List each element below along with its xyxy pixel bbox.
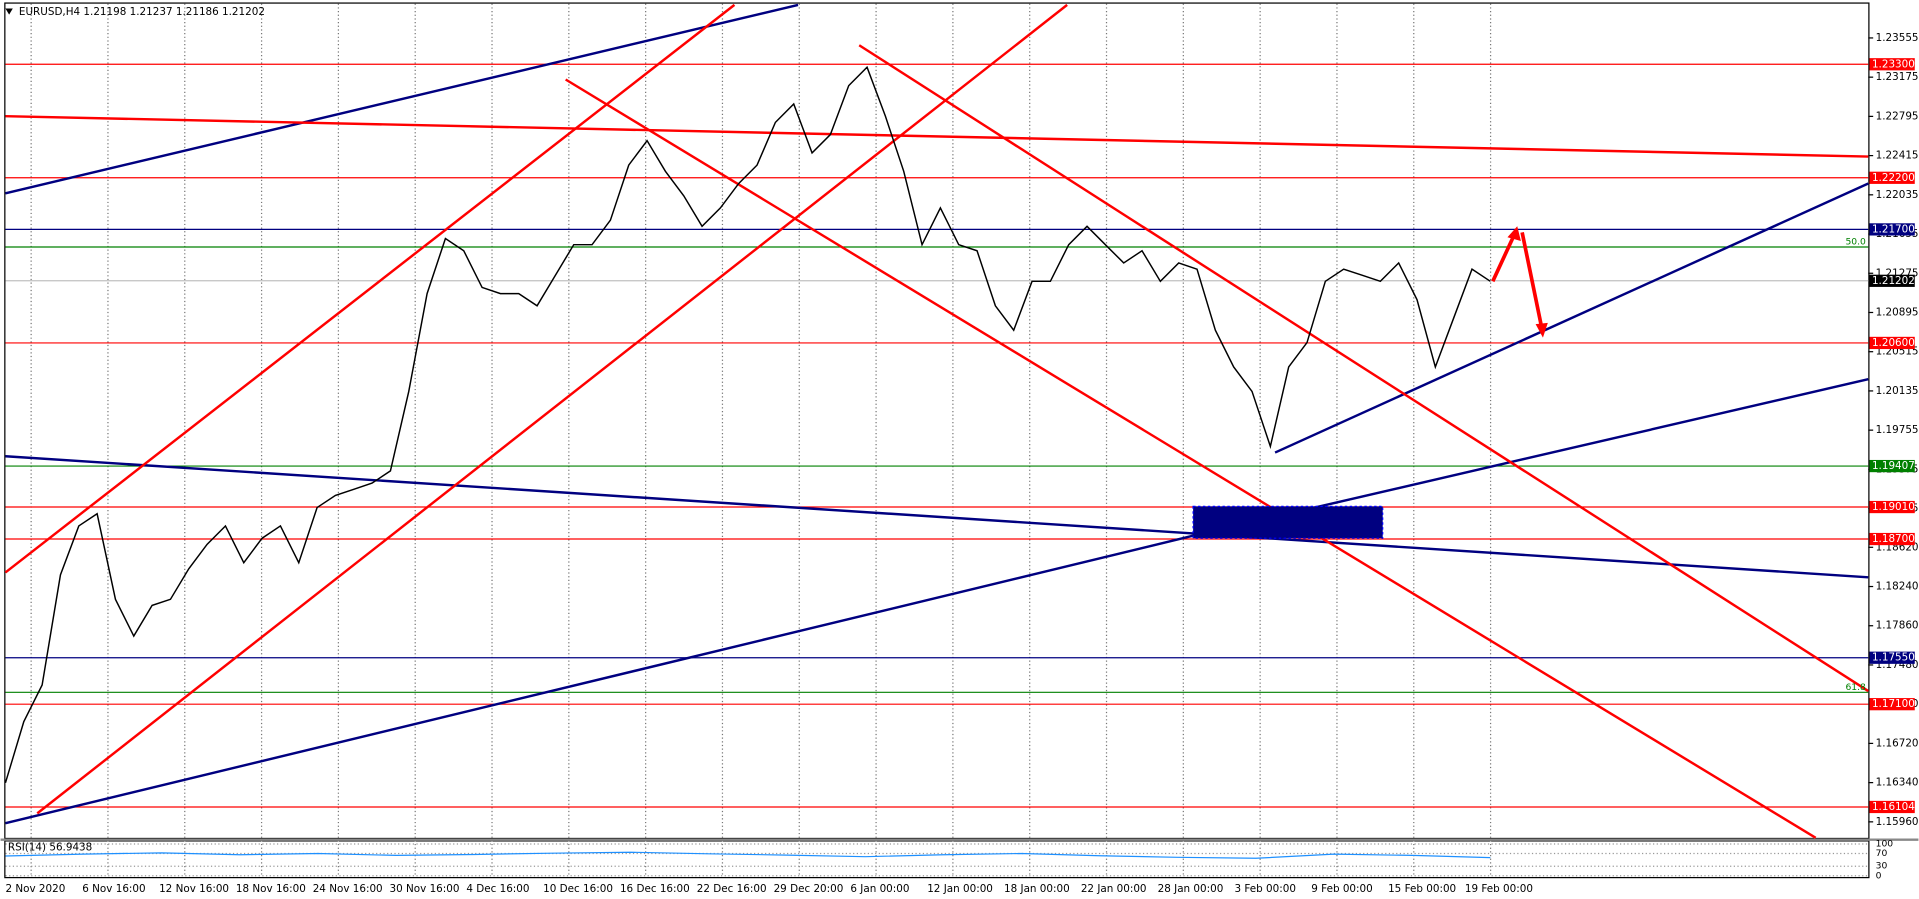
trendline bbox=[858, 44, 1869, 693]
level-label-box bbox=[1869, 171, 1915, 184]
trendline bbox=[5, 114, 1869, 158]
zone-rectangle bbox=[1192, 505, 1384, 539]
trendline bbox=[4, 3, 736, 574]
level-label: 1.22200 bbox=[1872, 172, 1915, 184]
x-tick-label: 15 Feb 00:00 bbox=[1388, 883, 1456, 895]
x-tick-label: 9 Feb 00:00 bbox=[1311, 883, 1372, 895]
x-tick-label: 3 Feb 00:00 bbox=[1234, 883, 1295, 895]
y-tick-label: 1.18240 bbox=[1876, 581, 1919, 593]
y-tick-label: 1.17860 bbox=[1876, 620, 1919, 632]
trendline bbox=[5, 3, 799, 195]
y-tick-label: 1.23175 bbox=[1876, 71, 1919, 83]
level-label-box bbox=[1869, 651, 1915, 664]
level-label: 1.21700 bbox=[1872, 223, 1915, 235]
menu-triangle[interactable] bbox=[5, 8, 13, 15]
trendline bbox=[5, 534, 1194, 825]
x-tick-label: 6 Nov 16:00 bbox=[82, 883, 145, 895]
level-label-box bbox=[1869, 532, 1915, 546]
label-layer: 2 Nov 2020 6 Nov 16:00 12 Nov 16:00 18 Nov … bbox=[5, 58, 1915, 895]
data-layer bbox=[4, 65, 1491, 859]
level-label: 1.17550 bbox=[1872, 652, 1915, 664]
y-tick-label: 1.20895 bbox=[1876, 306, 1919, 318]
indicator-tick-label: 0 bbox=[1876, 870, 1882, 881]
level-label-box bbox=[1869, 459, 1915, 473]
trendline bbox=[5, 455, 1869, 579]
x-tick-label: 16 Dec 16:00 bbox=[620, 883, 690, 895]
level-label-box bbox=[1869, 698, 1915, 711]
y-tick-label: 1.15960 bbox=[1876, 816, 1919, 828]
y-tick-label: 1.20135 bbox=[1876, 385, 1919, 397]
trendline bbox=[1274, 182, 1869, 454]
trendline bbox=[36, 3, 1068, 815]
y-tick-label: 1.22035 bbox=[1876, 189, 1919, 201]
level-label-box bbox=[1869, 500, 1915, 514]
y-tick-label: 1.16720 bbox=[1876, 737, 1919, 749]
x-tick-label: 4 Dec 16:00 bbox=[466, 883, 529, 895]
price-line bbox=[4, 65, 1491, 784]
rsi-line bbox=[5, 851, 1491, 859]
level-label-box bbox=[1869, 800, 1915, 814]
y-tick-label: 1.19755 bbox=[1876, 424, 1919, 436]
y-tick-label: 1.23555 bbox=[1876, 32, 1919, 44]
grid-layer: 1.235551.231751.227951.224151.220351.216… bbox=[5, 3, 1919, 877]
current-price-box bbox=[1869, 274, 1915, 287]
arrow bbox=[1491, 232, 1517, 283]
arrow-head bbox=[1535, 322, 1548, 338]
x-tick-label: 22 Jan 00:00 bbox=[1081, 883, 1147, 895]
x-tick-label: 19 Feb 00:00 bbox=[1465, 883, 1533, 895]
indicator-tick-label: 30 bbox=[1876, 861, 1888, 872]
level-label: 1.19407 bbox=[1872, 460, 1915, 472]
y-tick-label: 1.16340 bbox=[1876, 777, 1919, 789]
chart-title: EURUSD,H4 1.21198 1.21237 1.21186 1.2120… bbox=[19, 6, 265, 18]
level-label: 1.20600 bbox=[1872, 337, 1915, 349]
y-tick-label: 1.22415 bbox=[1876, 150, 1919, 162]
x-tick-label: 12 Jan 00:00 bbox=[927, 883, 993, 895]
x-tick-label: 30 Nov 16:00 bbox=[390, 883, 460, 895]
x-tick-label: 10 Dec 16:00 bbox=[543, 883, 613, 895]
x-tick-label: 29 Dec 20:00 bbox=[774, 883, 844, 895]
trendline bbox=[565, 78, 1817, 839]
fib-label: 50.0 bbox=[1845, 237, 1866, 248]
indicator-tick-label: 70 bbox=[1876, 848, 1888, 859]
level-label: 1.23300 bbox=[1872, 58, 1915, 70]
x-tick-label: 18 Jan 00:00 bbox=[1004, 883, 1070, 895]
fib-label: 61.8 bbox=[1845, 682, 1866, 693]
level-label: 1.17100 bbox=[1872, 698, 1915, 710]
x-tick-label: 24 Nov 16:00 bbox=[313, 883, 383, 895]
level-label-box bbox=[1869, 58, 1915, 71]
arrow-head bbox=[1507, 226, 1521, 241]
x-tick-label: 22 Dec 16:00 bbox=[697, 883, 767, 895]
current-price-label: 1.21202 bbox=[1872, 275, 1915, 287]
y-tick-label: 1.22795 bbox=[1876, 110, 1919, 122]
level-label-box bbox=[1869, 223, 1915, 236]
x-tick-label: 6 Jan 00:00 bbox=[850, 883, 909, 895]
indicator-tick-label: 100 bbox=[1876, 838, 1894, 849]
indicator-title: RSI(14) 56.9438 bbox=[8, 842, 92, 854]
x-tick-label: 2 Nov 2020 bbox=[5, 883, 65, 895]
x-tick-label: 28 Jan 00:00 bbox=[1158, 883, 1224, 895]
level-label: 1.18700 bbox=[1872, 533, 1915, 545]
x-tick-label: 12 Nov 16:00 bbox=[159, 883, 229, 895]
level-label: 1.16104 bbox=[1872, 801, 1915, 813]
x-tick-label: 18 Nov 16:00 bbox=[236, 883, 306, 895]
arrow bbox=[1520, 232, 1544, 329]
trendlines bbox=[4, 3, 1869, 839]
level-label: 1.19010 bbox=[1872, 501, 1915, 513]
level-label-box bbox=[1869, 336, 1915, 350]
